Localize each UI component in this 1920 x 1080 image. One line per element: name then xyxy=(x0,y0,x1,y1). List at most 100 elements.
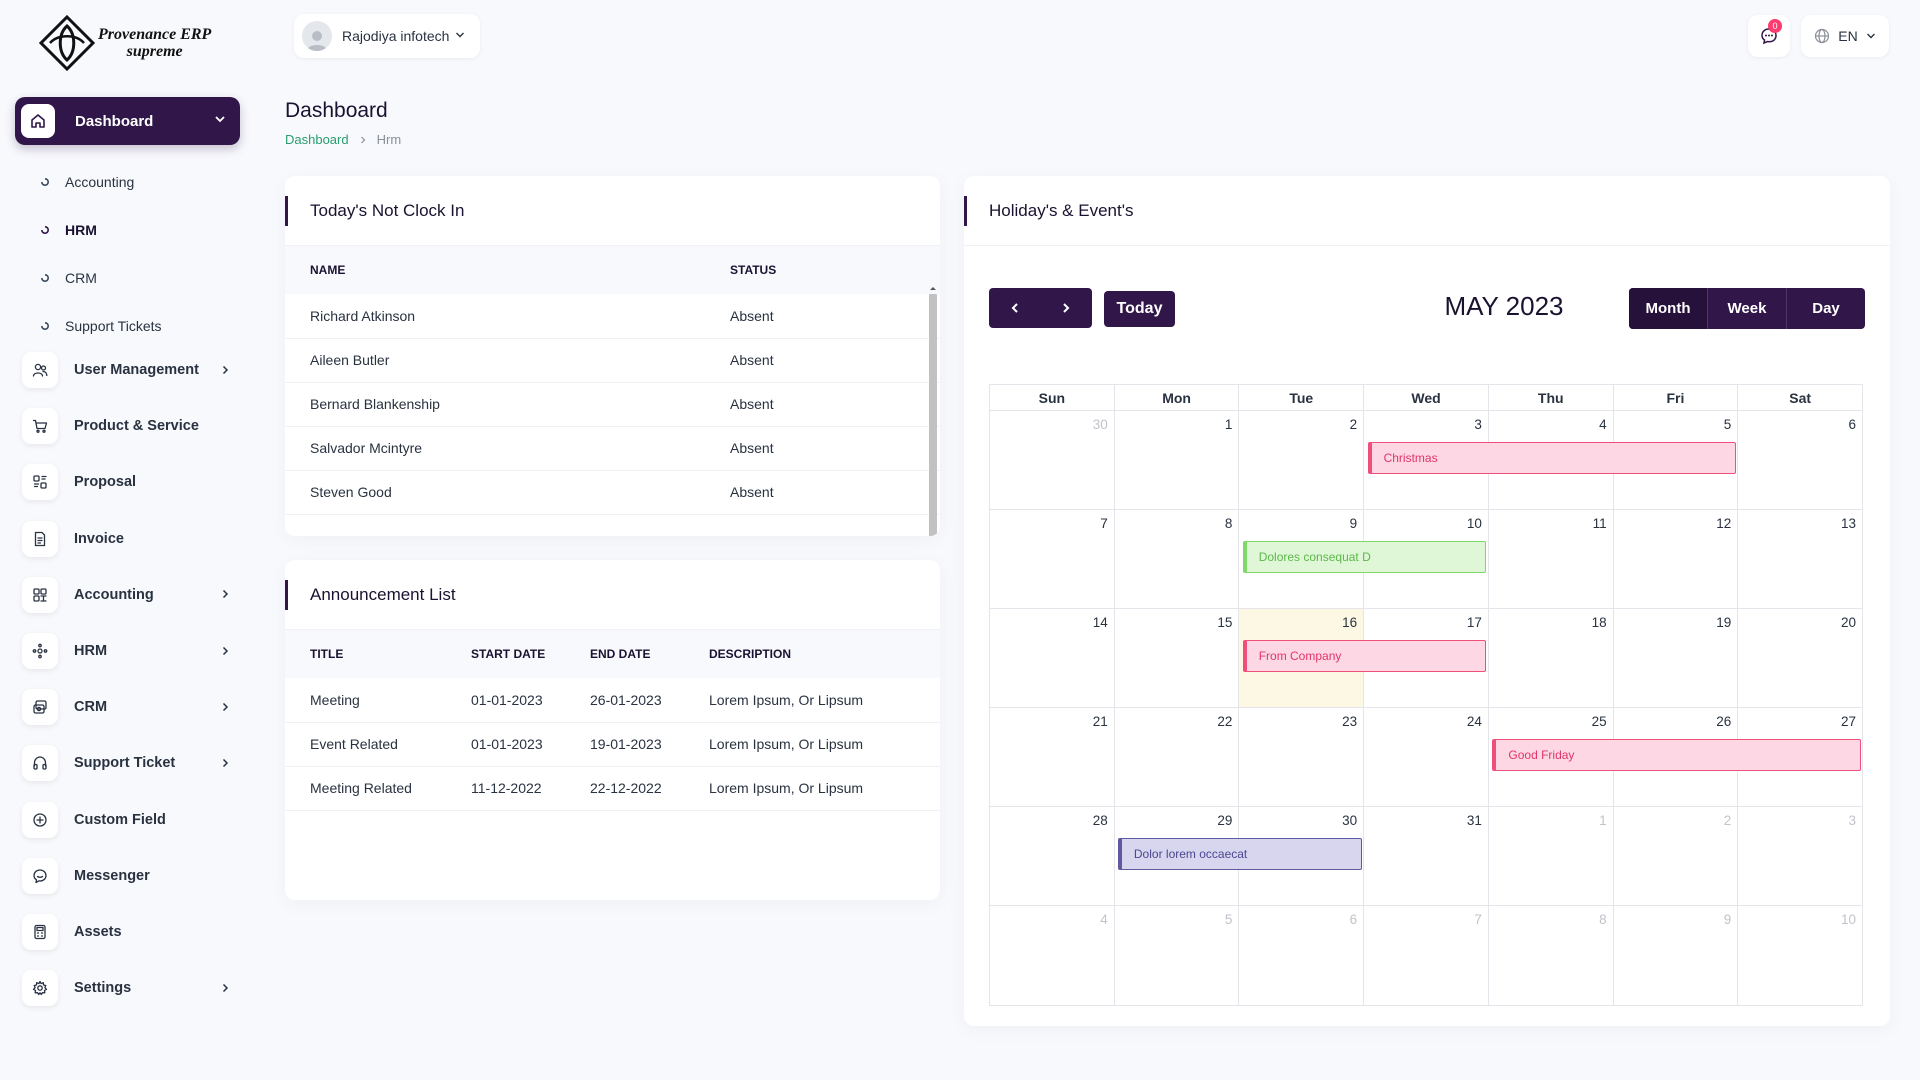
sidebar-item-user-management[interactable]: User Management xyxy=(22,350,232,390)
sidebar-item-settings[interactable]: Settings xyxy=(22,968,232,1008)
view-week-button[interactable]: Week xyxy=(1707,288,1786,329)
sidebar-item-invoice[interactable]: Invoice xyxy=(22,519,232,559)
calendar-day-cell[interactable]: 18 xyxy=(1487,609,1613,707)
calendar-day-cell[interactable]: 10 xyxy=(1737,906,1862,1005)
day-number: 9 xyxy=(1723,912,1732,927)
sidebar-item-messenger[interactable]: Messenger xyxy=(22,856,232,896)
calendar-event[interactable]: Good Friday xyxy=(1492,739,1861,771)
calendar-day-cell[interactable]: 5 xyxy=(1113,906,1239,1005)
breadcrumb-link-dashboard[interactable]: Dashboard xyxy=(285,132,349,147)
language-selector[interactable]: EN xyxy=(1801,15,1889,57)
calendar-day-cell[interactable]: 11 xyxy=(1487,510,1613,608)
announcement-end-date: 19-01-2023 xyxy=(565,722,684,767)
day-of-week-label: Thu xyxy=(1487,385,1613,410)
sidebar-item-accounting[interactable]: Accounting xyxy=(22,575,232,615)
sidebar-item-crm[interactable]: CRM xyxy=(22,687,232,727)
calendar-day-cell[interactable]: 1 xyxy=(1487,807,1613,905)
chevron-right-icon xyxy=(220,363,230,378)
day-number: 25 xyxy=(1591,714,1607,729)
calendar-day-cell[interactable]: 15 xyxy=(1113,609,1239,707)
calendar-day-cell[interactable]: 25 xyxy=(1487,708,1613,806)
sidebar-subitem-label: Support Tickets xyxy=(65,318,162,334)
card-title: Holiday's & Event's xyxy=(989,200,1134,220)
calendar-day-cell[interactable]: 22 xyxy=(1113,708,1239,806)
calendar-day-cell[interactable]: 28 xyxy=(990,807,1114,905)
calendar-day-cell[interactable]: 3 xyxy=(1363,411,1488,509)
messages-button[interactable]: 0 xyxy=(1748,15,1790,57)
day-of-week-label: Sat xyxy=(1737,385,1862,410)
calendar-event[interactable]: From Company xyxy=(1242,640,1487,672)
company-switcher[interactable]: Rajodiya infotech xyxy=(294,14,480,58)
today-button[interactable]: Today xyxy=(1104,291,1175,327)
scroll-up-icon[interactable] xyxy=(927,284,939,292)
sidebar-item-dashboard[interactable]: Dashboard xyxy=(15,97,240,145)
calendar-event[interactable]: Dolores consequat D xyxy=(1242,541,1487,573)
sidebar-item-custom-field[interactable]: Custom Field xyxy=(22,800,232,840)
calendar-day-cell[interactable]: 13 xyxy=(1737,510,1862,608)
calendar-day-cell[interactable]: 30 xyxy=(990,411,1114,509)
sidebar-item-assets[interactable]: Assets xyxy=(22,912,232,952)
sidebar-item-support-ticket[interactable]: Support Ticket xyxy=(22,743,232,783)
calendar-event[interactable]: Christmas xyxy=(1367,442,1737,474)
calendar-day-cell[interactable]: 1 xyxy=(1113,411,1239,509)
day-number: 31 xyxy=(1466,813,1482,828)
day-number: 2 xyxy=(1349,417,1358,432)
calendar-day-cell[interactable]: 8 xyxy=(1113,510,1239,608)
day-number: 17 xyxy=(1466,615,1482,630)
home-icon xyxy=(21,104,55,138)
sidebar-subitem-label: Accounting xyxy=(65,174,135,190)
calendar-day-cell[interactable]: 9 xyxy=(1238,510,1363,608)
calendar-day-cell[interactable]: 21 xyxy=(990,708,1114,806)
calendar-event[interactable]: Dolor lorem occaecat xyxy=(1117,838,1362,870)
table-scrollbar[interactable] xyxy=(926,284,938,536)
sidebar-subitem-crm[interactable]: CRM xyxy=(40,270,97,286)
calendar-day-cell[interactable]: 23 xyxy=(1238,708,1363,806)
sidebar-item-product-service[interactable]: Product & Service xyxy=(22,406,232,446)
calendar-day-cell[interactable]: 12 xyxy=(1612,510,1738,608)
view-day-button[interactable]: Day xyxy=(1786,288,1865,329)
calendar-day-cell[interactable]: 14 xyxy=(990,609,1114,707)
calendar-day-cell[interactable]: 6 xyxy=(1737,411,1862,509)
sidebar-item-label: Support Ticket xyxy=(74,755,176,772)
calendar-day-cell[interactable]: 24 xyxy=(1363,708,1488,806)
globe-icon xyxy=(1815,28,1830,44)
announcement-start-date: 01-01-2023 xyxy=(446,722,565,767)
calendar-day-cell[interactable]: 8 xyxy=(1487,906,1613,1005)
calendar-week-row: 30 1 2 3 4 5 6 Christmas xyxy=(990,411,1862,510)
calendar-day-cell[interactable]: 6 xyxy=(1238,906,1363,1005)
chevron-down-icon xyxy=(1866,33,1875,39)
announcement-description: Lorem Ipsum, Or Lipsum xyxy=(684,766,940,811)
calendar-day-cell[interactable]: 9 xyxy=(1612,906,1738,1005)
sidebar-item-label: Settings xyxy=(74,980,132,997)
brand-logo[interactable]: Provenance ERP supreme xyxy=(38,14,228,72)
chat-icon xyxy=(22,857,58,894)
brand-line1: Provenance ERP xyxy=(98,26,212,43)
sidebar-item-label: User Management xyxy=(74,362,199,378)
sidebar-subitem-accounting[interactable]: Accounting xyxy=(40,174,134,190)
scrollbar-thumb[interactable] xyxy=(929,294,937,536)
calendar-day-cell[interactable]: 2 xyxy=(1238,411,1363,509)
day-number: 16 xyxy=(1342,615,1358,630)
sidebar-item-proposal[interactable]: Proposal xyxy=(22,462,232,502)
calendar-day-cell[interactable]: 4 xyxy=(990,906,1114,1005)
sidebar-subitem-hrm[interactable]: HRM xyxy=(40,222,97,238)
calendar-day-cell[interactable]: 3 xyxy=(1737,807,1862,905)
calendar-day-cell[interactable]: 2 xyxy=(1612,807,1738,905)
calendar-day-cell[interactable]: 20 xyxy=(1737,609,1862,707)
card-header: Today's Not Clock In xyxy=(285,176,940,246)
calendar-day-cell[interactable]: 19 xyxy=(1612,609,1738,707)
sidebar-item-hrm[interactable]: HRM xyxy=(22,631,232,671)
language-label: EN xyxy=(1838,28,1858,44)
day-number: 30 xyxy=(1342,813,1358,828)
sidebar-subitem-support-tickets[interactable]: Support Tickets xyxy=(40,318,162,334)
card-header: Announcement List xyxy=(285,560,940,630)
calendar-day-cell[interactable]: 7 xyxy=(990,510,1114,608)
day-number: 7 xyxy=(1100,516,1108,531)
calendar-day-cell[interactable]: 7 xyxy=(1363,906,1488,1005)
calendar-day-cell[interactable]: 31 xyxy=(1363,807,1488,905)
day-number: 9 xyxy=(1349,516,1358,531)
view-month-button[interactable]: Month xyxy=(1629,288,1707,329)
prev-month-button[interactable] xyxy=(989,288,1041,328)
next-month-button[interactable] xyxy=(1041,288,1093,328)
calendar-day-cell[interactable]: 29 xyxy=(1113,807,1239,905)
